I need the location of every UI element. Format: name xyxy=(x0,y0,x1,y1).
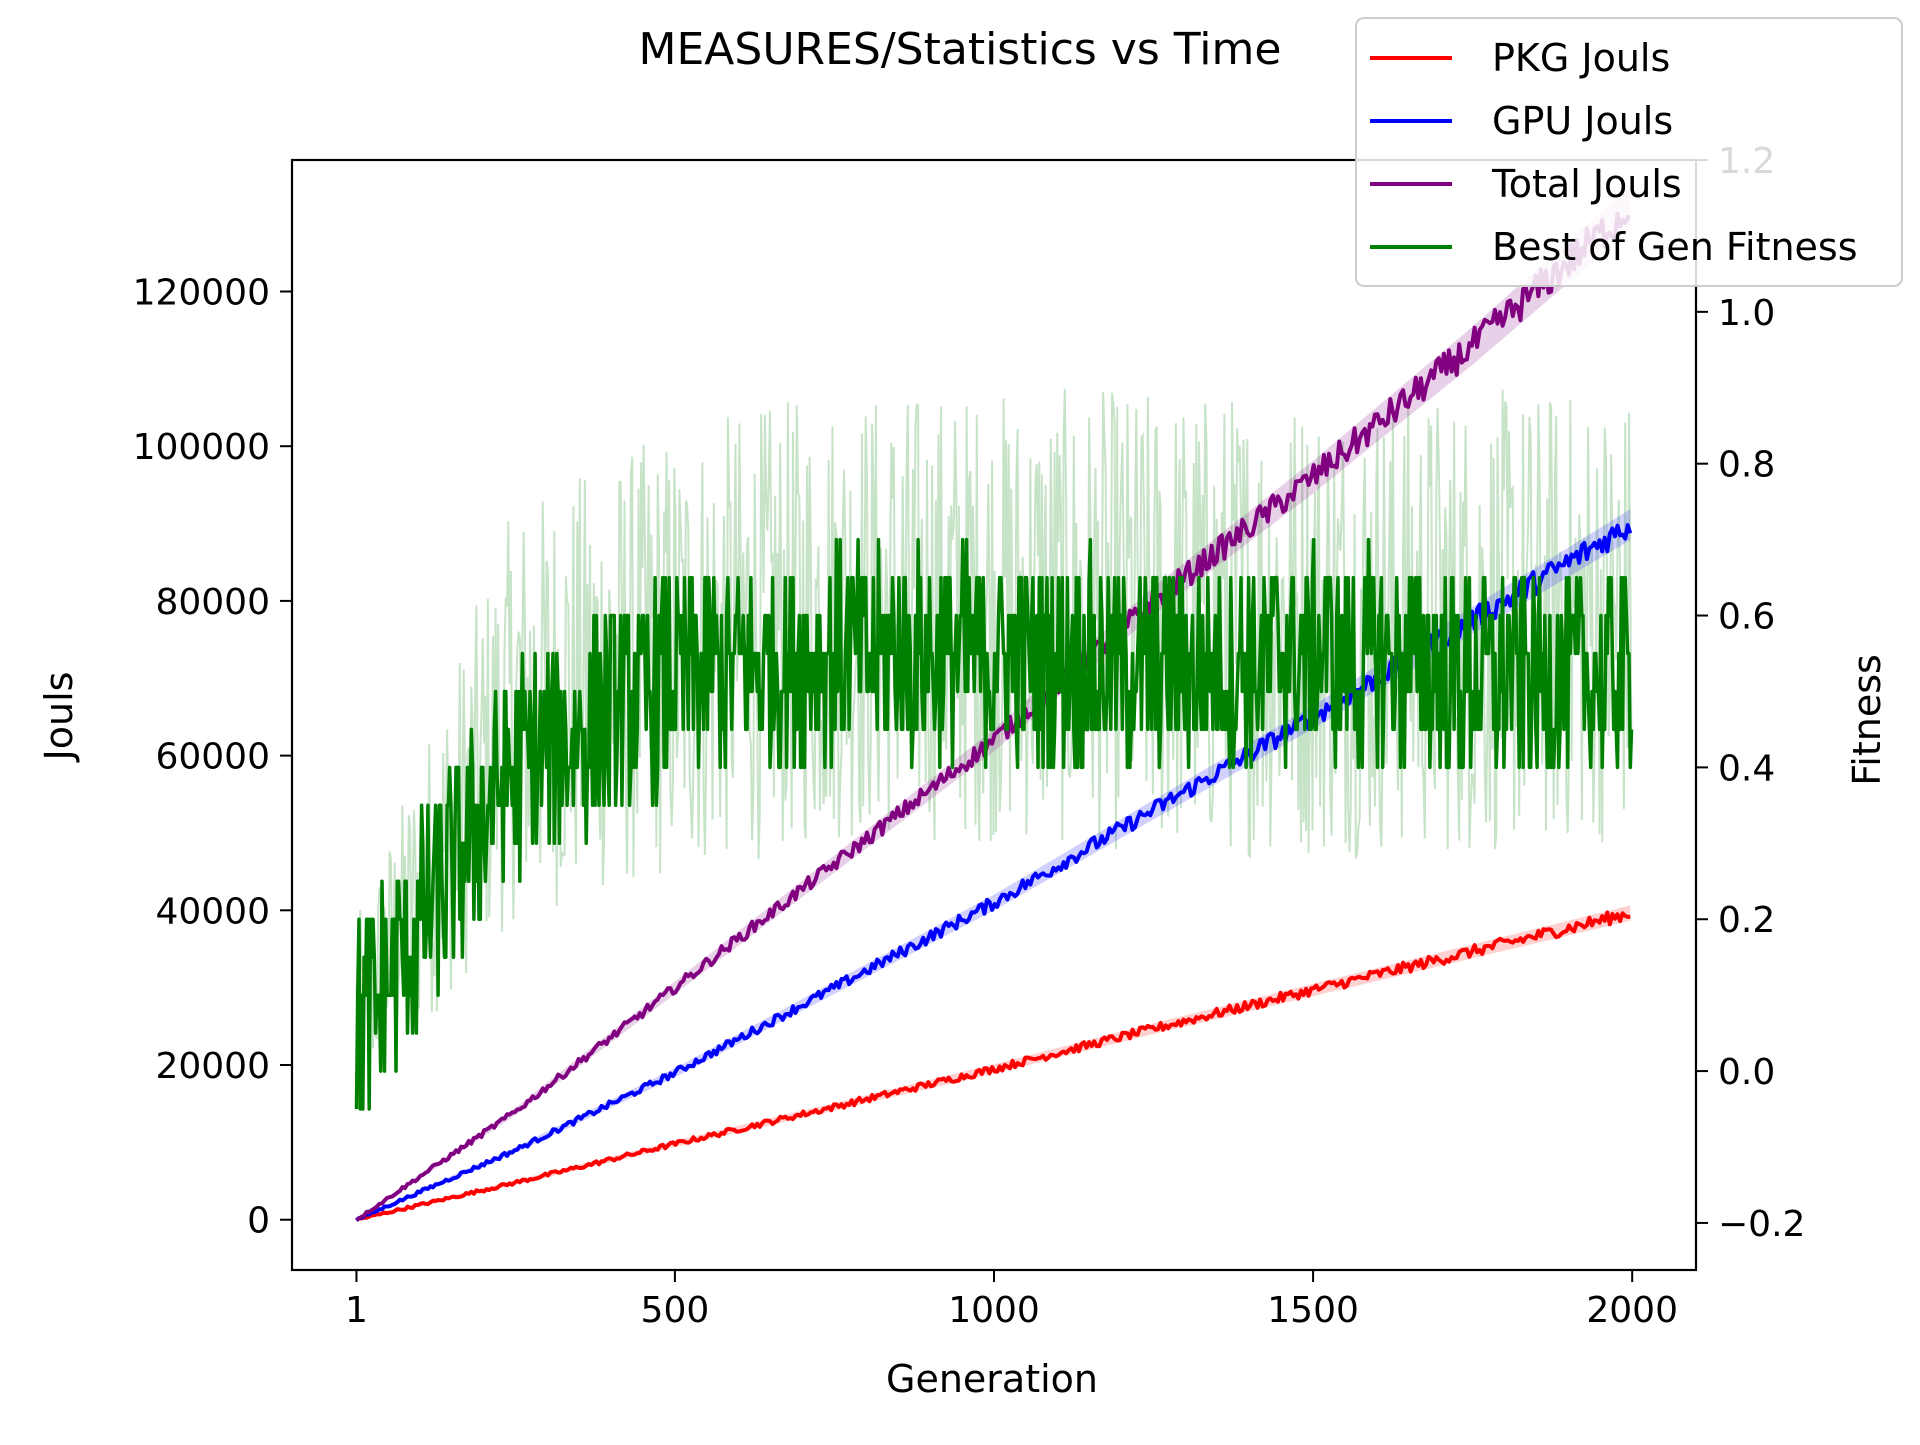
x-tick-label: 1500 xyxy=(1267,1290,1359,1331)
y-axis-label: Jouls xyxy=(37,672,81,763)
x-tick-label: 1000 xyxy=(948,1290,1040,1331)
y-tick-label: 40000 xyxy=(155,891,270,932)
best-of-gen-fitness-legend-label: Best of Gen Fitness xyxy=(1492,225,1858,269)
x-tick-label: 500 xyxy=(641,1290,710,1331)
y-tick-label: 80000 xyxy=(155,582,270,623)
x-tick-label: 1 xyxy=(345,1290,368,1331)
y2-tick-label: −0.2 xyxy=(1718,1204,1805,1245)
y2-tick-label: 0.0 xyxy=(1718,1052,1775,1093)
total-jouls-legend-label: Total Jouls xyxy=(1491,162,1682,206)
y-tick-label: 120000 xyxy=(133,272,270,313)
y2-tick-label: 0.4 xyxy=(1718,748,1775,789)
y-tick-label: 100000 xyxy=(133,427,270,468)
y2-tick-label: 1.0 xyxy=(1718,293,1775,334)
y2-axis-label: Fitness xyxy=(1845,654,1889,786)
chart-title: MEASURES/Statistics vs Time xyxy=(639,24,1282,75)
y-tick-label: 60000 xyxy=(155,737,270,778)
y2-tick-label: 0.6 xyxy=(1718,597,1775,638)
y2-tick-label: 0.8 xyxy=(1718,445,1775,486)
x-tick-label: 2000 xyxy=(1586,1290,1678,1331)
y2-tick-label: 0.2 xyxy=(1718,900,1775,941)
y-tick-label: 20000 xyxy=(155,1046,270,1087)
pkg-jouls-legend-label: PKG Jouls xyxy=(1492,36,1670,80)
y-tick-label: 0 xyxy=(247,1201,270,1242)
legend: PKG Jouls GPU Jouls Total Jouls Best of Gen… xyxy=(1356,18,1902,286)
gpu-jouls-legend-label: GPU Jouls xyxy=(1492,99,1673,143)
x-axis-label: Generation xyxy=(886,1357,1098,1401)
